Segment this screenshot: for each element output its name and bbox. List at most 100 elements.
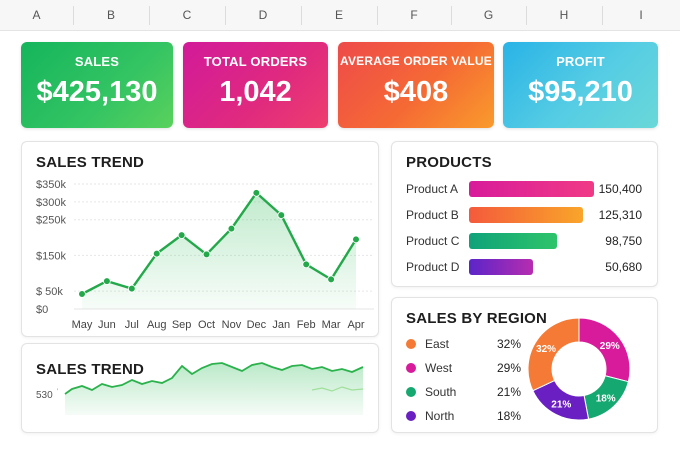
data-point[interactable] (128, 284, 136, 293)
region-legend-item: South 21% (406, 384, 521, 400)
data-point[interactable] (202, 250, 211, 259)
column-divider (149, 6, 150, 25)
x-tick-label: Aug (147, 319, 167, 331)
region-name: West (425, 361, 453, 375)
column-divider (301, 6, 302, 25)
kpi-label: TOTAL ORDERS (203, 54, 308, 69)
mini-trend-line (64, 362, 364, 395)
legend-dot (406, 411, 416, 421)
column-header-f[interactable]: F (410, 8, 418, 22)
product-name: Product C (406, 234, 460, 248)
donut-slice-label: 21% (551, 400, 571, 411)
sales-trend-area (82, 192, 356, 309)
y-tick-label: $350k (36, 179, 66, 191)
x-tick-label: May (72, 319, 93, 331)
sales-by-region-card: SALES BY REGION East 32% West 29% South … (391, 297, 658, 433)
sales-trend-title: SALES TREND (36, 154, 145, 171)
column-divider (602, 6, 603, 25)
region-name: East (425, 337, 450, 351)
column-divider (451, 6, 452, 25)
data-point[interactable] (327, 275, 335, 284)
x-tick-label: Apr (347, 319, 364, 331)
product-name: Product B (406, 208, 459, 222)
kpi-label: SALES (74, 54, 120, 69)
product-row: Product D 50,680 (392, 258, 659, 276)
column-header-row: A B C D E F G H I (0, 0, 680, 31)
product-value: 98,750 (605, 234, 642, 248)
sales-by-region-title: SALES BY REGION (406, 310, 548, 327)
x-tick-label: Dec (247, 319, 267, 331)
product-value: 125,310 (598, 208, 642, 222)
data-point[interactable] (177, 231, 186, 239)
region-legend-item: North 18% (406, 408, 521, 424)
region-percent: 32% (496, 337, 521, 351)
kpi-value: 1,042 (219, 76, 292, 108)
region-legend-item: East 32% (406, 336, 521, 352)
product-value: 50,680 (605, 260, 642, 274)
product-bar (469, 207, 583, 223)
donut-slice-label: 18% (596, 393, 616, 404)
kpi-label: PROFIT (556, 54, 605, 69)
data-point[interactable] (152, 249, 161, 258)
y-tick-label: $ 50k (36, 286, 63, 298)
column-header-g[interactable]: G (483, 8, 494, 22)
column-divider (225, 6, 226, 25)
x-tick-label: Jan (272, 319, 290, 331)
column-header-i[interactable]: I (639, 8, 643, 22)
x-tick-label: Nov (222, 319, 242, 331)
sales-trend-line (81, 191, 358, 296)
region-percent: 21% (496, 385, 521, 399)
products-title: PRODUCTS (406, 154, 492, 171)
product-row: Product B 125,310 (392, 206, 659, 224)
data-point[interactable] (277, 211, 286, 219)
column-header-e[interactable]: E (334, 8, 343, 22)
column-header-h[interactable]: H (559, 8, 569, 22)
region-percent: 29% (496, 361, 521, 375)
x-tick-label: Sep (172, 319, 192, 331)
column-header-d[interactable]: D (258, 8, 268, 22)
legend-dot (406, 387, 416, 397)
data-point[interactable] (78, 290, 86, 298)
sales-trend-chart: $0 $ 50k $150k $250k $300k $350k May Jun Jul Aug… (36, 179, 374, 331)
products-card: PRODUCTS Product A 150,400 Product B 125… (391, 141, 658, 287)
donut-slice-east[interactable] (527, 317, 580, 392)
mini-ytick-label: 530 (36, 390, 53, 401)
kpi-label: AVERAGE ORDER VALUE (339, 54, 493, 68)
kpi-card-average-order-value: AVERAGE ORDER VALUE $408 (338, 42, 494, 128)
region-percent: 18% (496, 409, 521, 423)
kpi-card-total-orders: TOTAL ORDERS 1,042 (183, 42, 328, 128)
column-header-c[interactable]: C (182, 8, 192, 22)
column-header-b[interactable]: B (106, 8, 115, 22)
donut-slice-label: 29% (600, 341, 620, 352)
product-row: Product A 150,400 (392, 180, 659, 198)
sales-trend-mini-chart: 530 ′ (36, 362, 364, 415)
kpi-value: $425,130 (36, 76, 158, 108)
column-divider (526, 6, 527, 25)
region-name: South (425, 385, 457, 399)
x-tick-label: Jun (98, 319, 116, 331)
data-point[interactable] (227, 224, 236, 233)
y-tick-label: $300k (36, 197, 66, 209)
column-header-a[interactable]: A (32, 8, 41, 22)
column-divider (73, 6, 74, 25)
data-point[interactable] (252, 189, 261, 197)
mini-trend-secondary-line (311, 386, 364, 392)
mini-ytick-mark: ′ (57, 389, 59, 395)
kpi-card-sales: SALES $425,130 (21, 42, 173, 128)
data-point[interactable] (103, 277, 111, 285)
product-row: Product C 98,750 (392, 232, 659, 250)
x-tick-label: Jul (125, 319, 139, 331)
product-bar (469, 233, 557, 249)
y-tick-label: $0 (36, 304, 48, 316)
data-point[interactable] (352, 235, 360, 244)
y-tick-label: $250k (36, 215, 66, 227)
data-point[interactable] (302, 260, 310, 269)
sales-trend-card: SALES TREND $0 $ 50k $150k $250k $300k $350k … (21, 141, 379, 337)
kpi-value: $95,210 (528, 76, 633, 108)
sales-trend-mini-title: SALES TREND (36, 361, 145, 378)
x-tick-label: Oct (198, 319, 215, 331)
x-tick-label: Feb (297, 319, 316, 331)
product-bar (469, 181, 594, 197)
legend-dot (406, 363, 416, 373)
region-donut-chart: 29% 18% 21% 32% (527, 317, 631, 421)
